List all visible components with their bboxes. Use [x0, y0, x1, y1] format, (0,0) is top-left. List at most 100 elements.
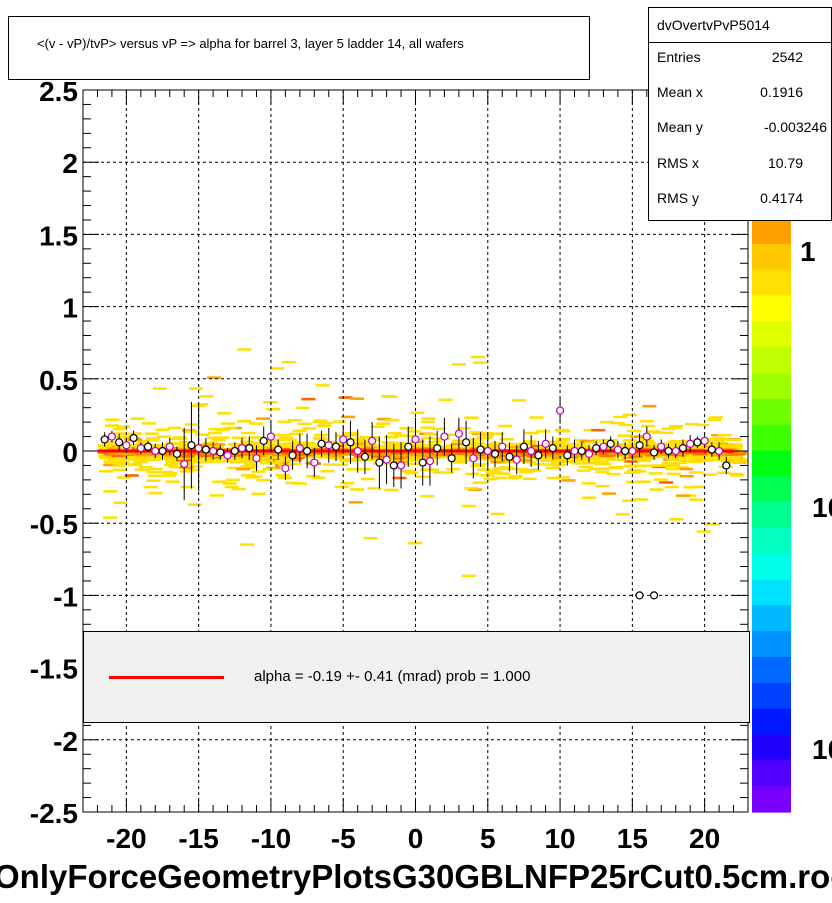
histogram-cell	[339, 459, 354, 463]
histogram-cell	[696, 451, 711, 454]
histogram-cell	[353, 446, 368, 449]
histogram-cell	[404, 471, 419, 475]
histogram-cell	[613, 443, 628, 446]
histogram-cell	[728, 446, 743, 450]
histogram-cell	[590, 439, 605, 442]
histogram-cell	[628, 446, 643, 449]
profile-magenta-point	[657, 442, 666, 451]
histogram-cell	[508, 474, 523, 478]
histogram-cell	[464, 487, 479, 490]
histogram-cell	[638, 446, 653, 449]
legend-label: alpha = -0.19 +- 0.41 (mrad) prob = 1.00…	[254, 668, 531, 685]
histogram-cell	[111, 454, 126, 458]
histogram-cell	[522, 440, 537, 443]
outlier-point	[649, 591, 659, 600]
histogram-cell	[393, 452, 408, 455]
histogram-cell	[606, 472, 621, 476]
y-tick-label: -2	[53, 726, 78, 757]
histogram-cell	[724, 451, 739, 455]
histogram-cell	[420, 426, 435, 429]
histogram-cell	[457, 427, 471, 430]
histogram-cell	[470, 464, 485, 468]
histogram-cell	[229, 460, 243, 464]
histogram-cell	[664, 485, 679, 489]
color-palette	[752, 218, 791, 813]
histogram-cell	[137, 459, 152, 462]
histogram-cell	[399, 427, 414, 430]
histogram-cell	[707, 438, 722, 441]
histogram-cell	[469, 438, 484, 441]
stat-rms-x: RMS x 10.79	[649, 150, 831, 180]
histogram-cell	[622, 499, 637, 502]
palette-swatch	[752, 450, 791, 477]
histogram-cell	[237, 456, 252, 460]
histogram-cell	[618, 423, 633, 427]
histogram-cell	[542, 463, 557, 466]
x-tick-label: 5	[480, 823, 496, 854]
histogram-cell	[97, 454, 112, 457]
histogram-cell	[526, 455, 541, 458]
histogram-cell	[107, 447, 121, 450]
histogram-cell	[338, 396, 353, 399]
outlier-point	[635, 591, 644, 600]
palette-swatch	[752, 760, 791, 787]
histogram-cell	[423, 433, 438, 436]
histogram-cell	[236, 467, 251, 471]
palette-swatch	[752, 321, 791, 348]
histogram-cell	[200, 456, 214, 459]
profile-magenta-point	[180, 459, 189, 469]
histogram-cell	[165, 461, 180, 465]
histogram-cell	[421, 436, 436, 440]
histogram-cell	[522, 442, 537, 445]
histogram-cell	[229, 443, 244, 447]
histogram-cell	[207, 436, 221, 439]
histogram-cell	[360, 477, 375, 481]
histogram-cell	[508, 454, 523, 457]
histogram-cell	[161, 474, 176, 477]
title-box: <(v - vP)/tvP> versus vP => alpha for ba…	[8, 16, 590, 80]
histogram-cell	[679, 467, 693, 471]
profile-black-point	[230, 446, 239, 456]
histogram-cell	[116, 476, 131, 479]
histogram-cell	[99, 470, 113, 473]
histogram-cell	[630, 435, 645, 438]
histogram-cell	[432, 471, 447, 474]
histogram-cell	[208, 460, 223, 463]
y-tick-label: 0	[62, 437, 78, 468]
histogram-cell	[549, 444, 564, 447]
profile-black-point	[693, 438, 702, 447]
profile-black-point	[461, 438, 471, 447]
histogram-cell	[661, 462, 676, 465]
histogram-cell	[263, 401, 278, 404]
footer-filename: OnlyForceGeometryPlotsG30GBLNFP25rCut0.5…	[0, 858, 832, 895]
histogram-cell	[209, 445, 224, 449]
histogram-cell	[200, 460, 215, 464]
profile-black-point	[664, 446, 673, 456]
y-tick-label: 1.5	[39, 220, 78, 251]
histogram-cell	[256, 478, 271, 482]
histogram-cell	[584, 441, 599, 444]
profile-magenta-point	[295, 444, 304, 453]
histogram-cell	[678, 460, 693, 463]
histogram-cell	[393, 456, 408, 460]
histogram-cell	[163, 454, 177, 457]
histogram-cell	[266, 447, 281, 450]
profile-black-point	[707, 445, 716, 454]
histogram-cell	[472, 481, 487, 484]
histogram-cell	[507, 476, 522, 480]
histogram-cell	[474, 455, 489, 458]
histogram-cell	[313, 419, 328, 422]
profile-black-point	[100, 435, 109, 444]
histogram-cell	[591, 452, 605, 455]
histogram-cell	[384, 451, 399, 454]
histogram-cell	[100, 456, 115, 460]
histogram-cell	[705, 443, 720, 446]
histogram-cell	[650, 443, 665, 447]
histogram-cell	[105, 424, 120, 427]
palette-swatch	[752, 398, 791, 426]
stat-key: RMS x	[657, 155, 699, 171]
histogram-cell	[168, 447, 183, 451]
histogram-cell	[707, 418, 721, 421]
histogram-cell	[391, 458, 406, 462]
histogram-cell	[420, 494, 435, 498]
